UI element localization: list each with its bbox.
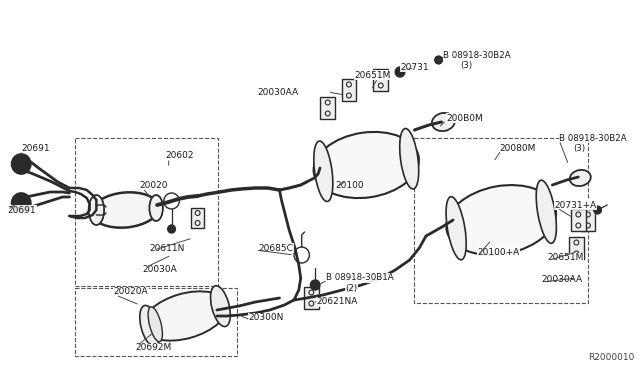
Text: (2): (2)	[345, 283, 357, 292]
Ellipse shape	[89, 195, 104, 225]
Text: B 08918-30B1A: B 08918-30B1A	[326, 273, 394, 282]
Text: 20691: 20691	[21, 144, 50, 153]
Ellipse shape	[446, 185, 556, 255]
Text: 20080M: 20080M	[499, 144, 536, 153]
Bar	[342, 79, 356, 101]
Circle shape	[395, 67, 405, 77]
Ellipse shape	[211, 286, 230, 327]
Text: B 08918-30B2A: B 08918-30B2A	[444, 51, 511, 60]
Text: 20685C: 20685C	[259, 244, 293, 253]
Ellipse shape	[148, 307, 163, 342]
Text: B 08918-30B2A: B 08918-30B2A	[559, 134, 627, 142]
Text: 20030AA: 20030AA	[541, 276, 583, 285]
Circle shape	[310, 280, 320, 290]
Bar	[374, 69, 388, 91]
Bar	[75, 138, 218, 286]
Text: 20731+A: 20731+A	[554, 201, 596, 209]
Text: 20030A: 20030A	[143, 266, 177, 275]
Ellipse shape	[446, 197, 466, 260]
Ellipse shape	[140, 305, 159, 346]
Ellipse shape	[149, 195, 163, 221]
Circle shape	[594, 206, 602, 214]
Ellipse shape	[570, 170, 591, 186]
Ellipse shape	[432, 113, 455, 131]
Text: 20692M: 20692M	[135, 343, 171, 353]
Bar	[304, 287, 319, 309]
Text: 20651M: 20651M	[355, 71, 391, 80]
Bar	[415, 138, 588, 303]
Ellipse shape	[314, 141, 333, 202]
Text: 20621NA: 20621NA	[316, 298, 358, 307]
Bar	[321, 97, 335, 119]
Ellipse shape	[92, 192, 159, 228]
Bar	[569, 237, 584, 259]
Ellipse shape	[314, 132, 419, 198]
Bar	[571, 209, 586, 231]
Text: 20020A: 20020A	[114, 288, 148, 296]
Text: 20611N: 20611N	[149, 244, 185, 253]
Text: R2000010: R2000010	[588, 353, 634, 362]
Text: 20100+A: 20100+A	[477, 247, 520, 257]
Text: 200B0M: 200B0M	[446, 113, 483, 122]
Text: 20300N: 20300N	[249, 314, 284, 323]
Bar	[75, 288, 237, 356]
Circle shape	[12, 193, 31, 213]
Text: 20651M: 20651M	[547, 253, 584, 263]
Text: 20691: 20691	[8, 205, 36, 215]
Bar	[580, 209, 595, 231]
Circle shape	[168, 225, 175, 233]
Circle shape	[435, 56, 442, 64]
Circle shape	[12, 154, 31, 174]
Text: 20100: 20100	[335, 180, 364, 189]
Text: 20030AA: 20030AA	[258, 87, 299, 96]
Ellipse shape	[143, 291, 227, 341]
Text: (3): (3)	[573, 144, 586, 153]
Text: 20020: 20020	[140, 180, 168, 189]
Text: 20731: 20731	[400, 62, 429, 71]
Text: (3): (3)	[461, 61, 473, 70]
Bar	[191, 208, 204, 228]
Ellipse shape	[536, 180, 556, 243]
Ellipse shape	[400, 128, 419, 189]
Text: 20602: 20602	[166, 151, 195, 160]
